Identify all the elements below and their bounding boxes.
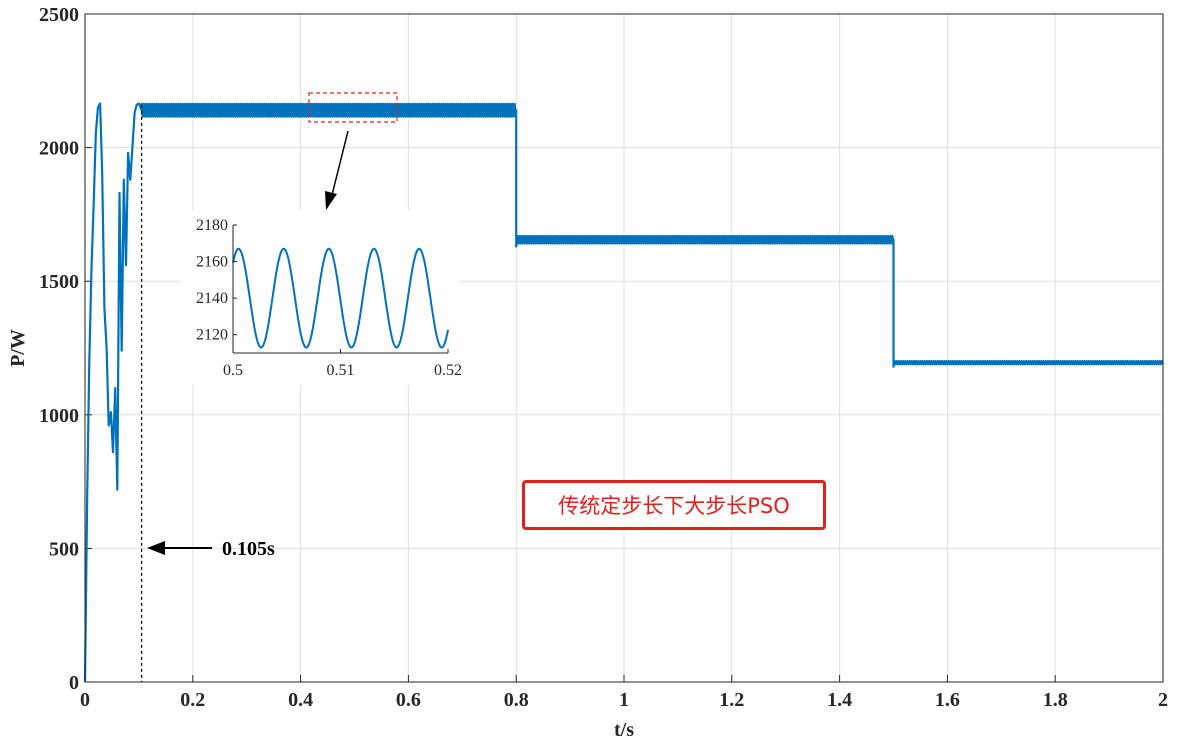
inset-chart: 0.5 0.51 0.52 2120 2140 2160 2180 bbox=[180, 210, 462, 385]
y-axis-label: P/W bbox=[7, 329, 29, 367]
zoom-arrow-head bbox=[325, 191, 337, 210]
x-tick-label: 0 bbox=[80, 689, 90, 711]
plot-frame bbox=[84, 13, 1164, 683]
inset-y-tick-labels: 2120 2140 2160 2180 bbox=[196, 217, 228, 344]
inset-x-tick-label: 0.51 bbox=[327, 362, 355, 379]
y-tick-label: 1500 bbox=[39, 271, 79, 293]
x-tick-labels: 0 0.2 0.4 0.6 0.8 1 1.2 1.4 1.6 1.8 2 bbox=[80, 689, 1168, 711]
inset-y-tick-label: 2160 bbox=[196, 254, 228, 271]
y-tick-label: 0 bbox=[69, 672, 79, 694]
y-tick-label: 500 bbox=[49, 538, 79, 560]
inset-y-tick-label: 2180 bbox=[196, 217, 228, 234]
x-axis-label: t/s bbox=[614, 719, 634, 740]
inset-x-tick-label: 0.5 bbox=[223, 362, 243, 379]
inset-y-tick-label: 2140 bbox=[196, 290, 228, 307]
y-tick-label: 2500 bbox=[39, 4, 79, 26]
zoom-arrow bbox=[329, 130, 349, 204]
main-series-layer bbox=[83, 102, 1165, 683]
x-tick-label: 0.8 bbox=[504, 689, 529, 711]
series-line bbox=[83, 102, 1165, 683]
inset-background bbox=[180, 210, 460, 385]
settling-time-arrow-head bbox=[147, 541, 165, 555]
inset-y-tick-label: 2120 bbox=[196, 327, 228, 344]
inset-series-layer bbox=[232, 247, 449, 349]
x-tick-label: 1.4 bbox=[827, 689, 852, 711]
inset-series-line bbox=[232, 247, 449, 349]
x-tick-label: 1 bbox=[619, 689, 629, 711]
x-tick-label: 0.2 bbox=[180, 689, 205, 711]
zoom-region-box bbox=[308, 92, 398, 123]
x-tick-label: 0.4 bbox=[288, 689, 313, 711]
legend: 传统定步长下大步长PSO bbox=[522, 480, 826, 530]
inset-x-tick-labels: 0.5 0.51 0.52 bbox=[223, 362, 462, 379]
x-tick-label: 1.8 bbox=[1043, 689, 1068, 711]
y-tick-labels: 0 500 1000 1500 2000 2500 bbox=[39, 4, 79, 694]
y-tick-label: 1000 bbox=[39, 405, 79, 427]
x-tick-label: 1.2 bbox=[719, 689, 744, 711]
y-tick-label: 2000 bbox=[39, 138, 79, 160]
inset-x-tick-label: 0.52 bbox=[434, 362, 462, 379]
x-tick-label: 2 bbox=[1158, 689, 1168, 711]
settling-time-label: 0.105s bbox=[222, 538, 275, 560]
x-tick-label: 0.6 bbox=[396, 689, 421, 711]
x-tick-label: 1.6 bbox=[935, 689, 960, 711]
inset-axes bbox=[232, 224, 449, 354]
legend-label: 传统定步长下大步长PSO bbox=[558, 494, 790, 518]
